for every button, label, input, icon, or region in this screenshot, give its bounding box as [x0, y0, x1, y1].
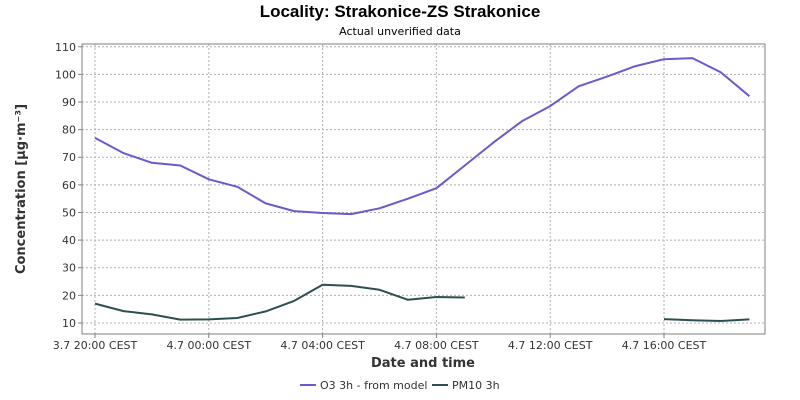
y-tick-label: 30	[62, 262, 76, 275]
legend-label: O3 3h - from model	[320, 379, 427, 392]
y-tick-label: 80	[62, 124, 76, 137]
y-axis: 10 20 30 40 50 60 70 80 90 100 110	[55, 41, 82, 330]
grid	[82, 44, 765, 334]
x-tick-label: 3.7 20:00 CEST	[53, 339, 138, 352]
series-line-o3	[94, 57, 751, 216]
y-axis-label: Concentration [µg·m⁻³]	[14, 104, 29, 274]
chart-title: Locality: Strakonice-ZS Strakonice	[260, 2, 541, 21]
y-tick-label: 90	[62, 96, 76, 109]
y-tick-label: 20	[62, 289, 76, 302]
chart-subtitle: Actual unverified data	[339, 25, 461, 38]
series-line-pm10	[94, 283, 465, 321]
y-tick-label: 40	[62, 234, 76, 247]
plot-area	[81, 43, 766, 335]
y-tick-label: 10	[62, 317, 76, 330]
x-tick-label: 4.7 08:00 CEST	[394, 339, 479, 352]
x-tick-label: 4.7 04:00 CEST	[280, 339, 365, 352]
y-tick-label: 60	[62, 179, 76, 192]
x-tick-label: 4.7 16:00 CEST	[622, 339, 707, 352]
x-tick-label: 4.7 00:00 CEST	[167, 339, 252, 352]
x-tick-label: 4.7 12:00 CEST	[508, 339, 593, 352]
series-line-pm10	[663, 318, 750, 322]
legend: O3 3h - from model PM10 3h	[300, 379, 500, 392]
y-tick-label: 70	[62, 151, 76, 164]
legend-label: PM10 3h	[452, 379, 500, 392]
y-tick-label: 50	[62, 206, 76, 219]
y-tick-label: 100	[55, 68, 76, 81]
x-axis-label: Date and time	[371, 356, 475, 371]
y-tick-label: 110	[55, 41, 76, 54]
x-axis: 3.7 20:00 CEST 4.7 00:00 CEST 4.7 04:00 CE…	[53, 334, 707, 352]
series-group	[94, 57, 751, 322]
